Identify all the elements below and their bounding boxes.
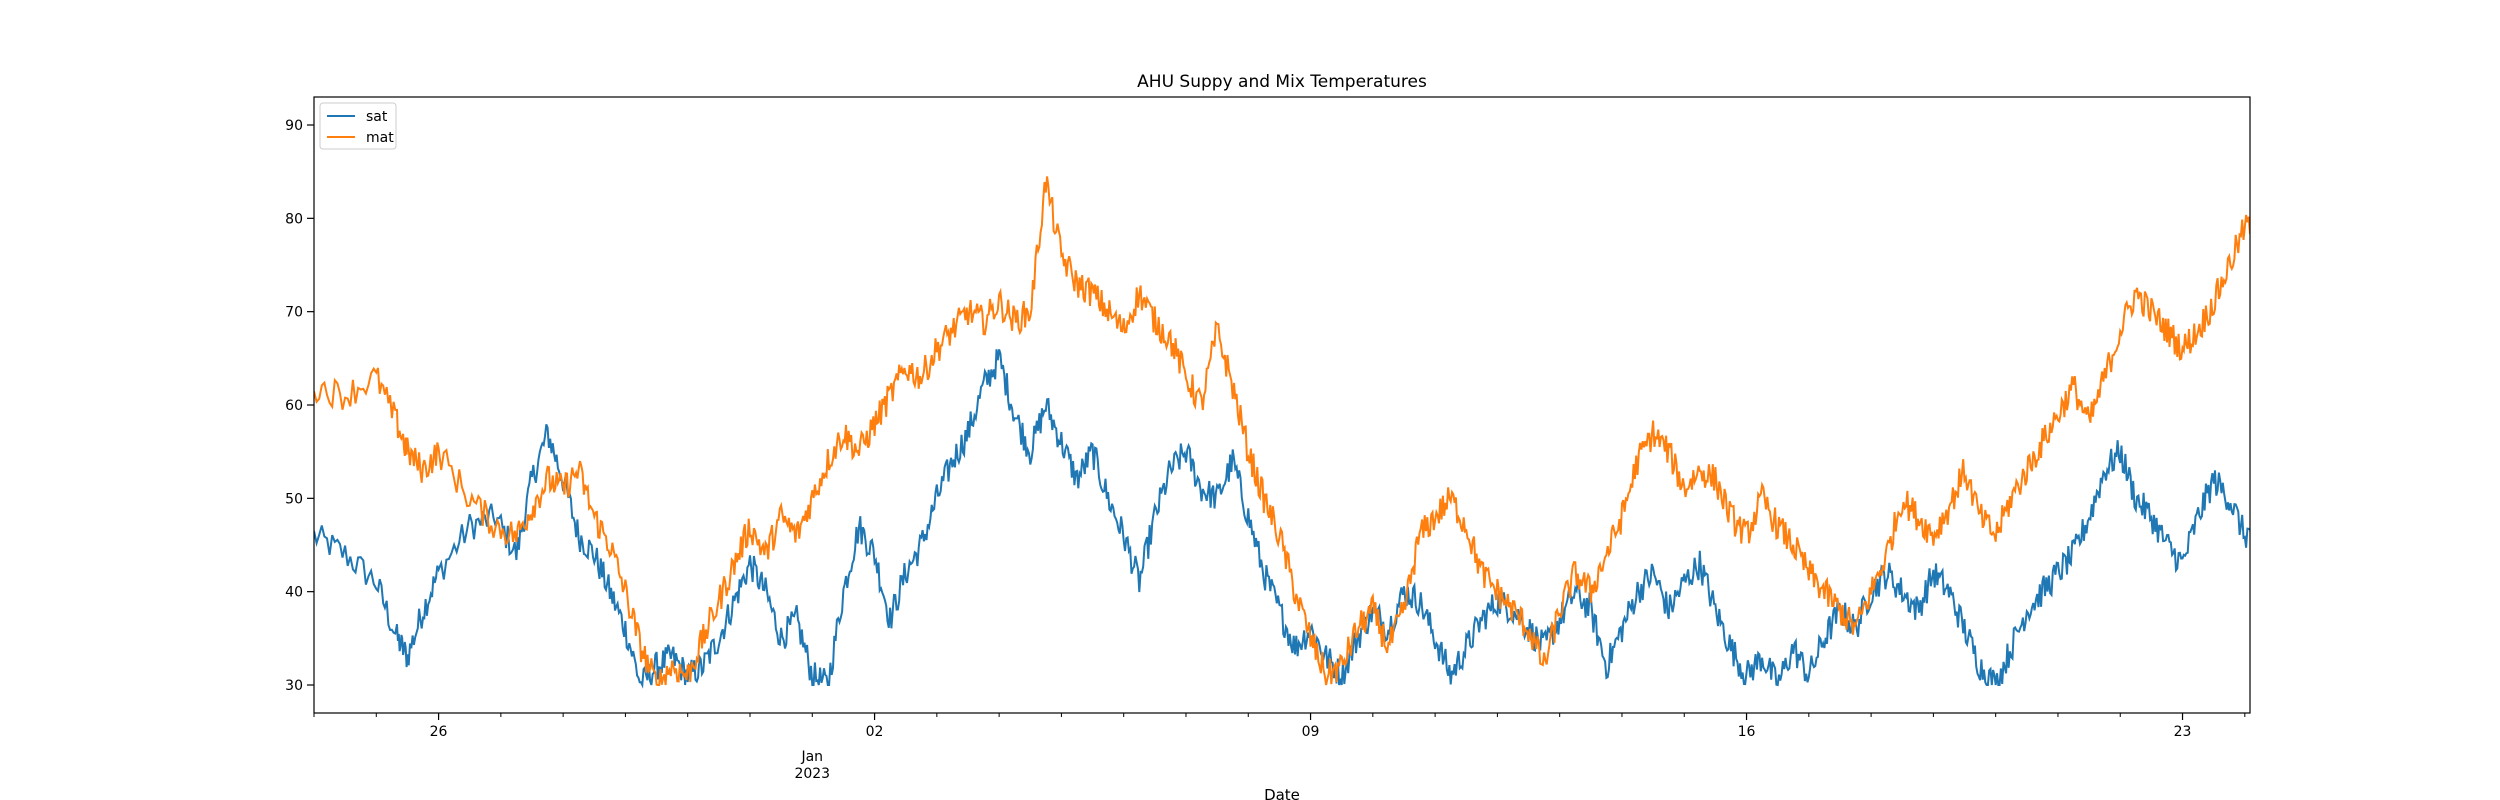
y-tick-label: 70 [285, 305, 303, 321]
x-tick-label: 23 [2174, 724, 2192, 740]
y-tick-label: 50 [285, 491, 303, 507]
legend-label-mat: mat [366, 130, 394, 146]
x-axis-label: Date [1264, 786, 1300, 800]
y-tick-label: 40 [285, 585, 303, 601]
y-tick-label: 60 [285, 398, 303, 414]
y-tick-label: 80 [285, 211, 303, 227]
legend-label-sat: sat [366, 109, 388, 125]
x-tick-label-year: 2023 [794, 766, 830, 782]
chart-title: AHU Suppy and Mix Temperatures [1137, 72, 1427, 92]
x-tick-label-month: Jan [800, 749, 823, 765]
x-tick-label: 26 [430, 724, 448, 740]
x-tick-label: 09 [1302, 724, 1320, 740]
series-line-sat [314, 349, 2250, 689]
y-tick-label: 30 [285, 678, 303, 694]
plot-area [314, 176, 2250, 689]
x-tick-label: 02 [866, 724, 884, 740]
legend: sat mat [319, 102, 397, 150]
x-tick-label: 16 [1738, 724, 1756, 740]
y-tick-label: 90 [285, 118, 303, 134]
series-line-mat [314, 176, 2250, 686]
